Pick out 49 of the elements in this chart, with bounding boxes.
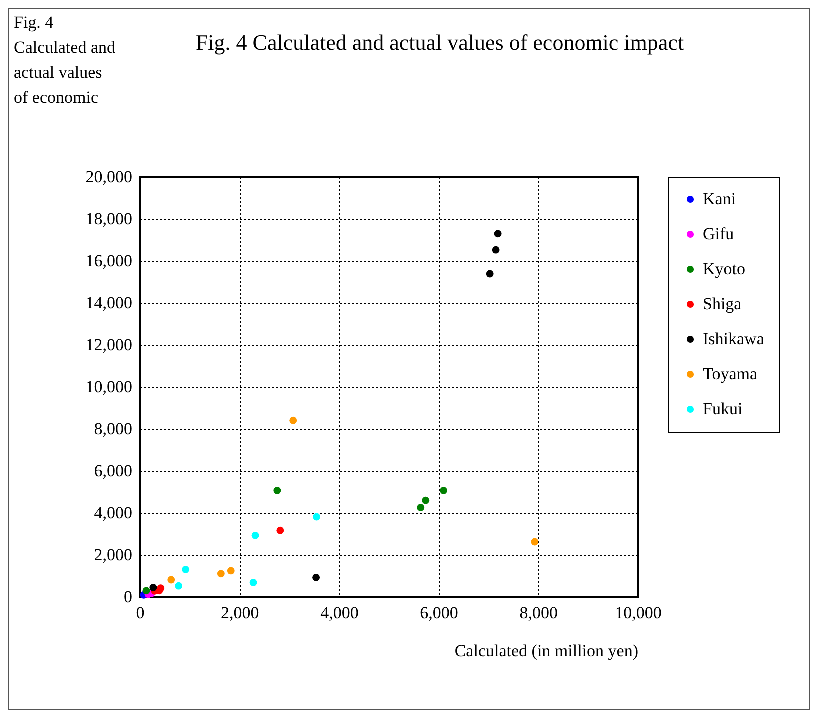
point (312, 574, 320, 582)
legend-label: Kani (703, 190, 736, 208)
legend-label: Gifu (703, 224, 735, 244)
point (440, 487, 448, 494)
point (142, 587, 150, 595)
y-tick-label: 8,000 (94, 420, 132, 438)
x-tick-label: 4,000 (320, 604, 359, 622)
point (250, 579, 258, 586)
y-tick-label: 4,000 (94, 504, 132, 522)
point (417, 504, 425, 512)
point (486, 270, 494, 278)
point (175, 582, 183, 590)
point (276, 526, 284, 534)
y-tick-label: 14,000 (86, 294, 132, 312)
x-tick-label: 10,000 (615, 604, 662, 622)
y-tick-label: 16,000 (86, 252, 132, 270)
y-tick-label: 10,000 (86, 378, 132, 396)
point (227, 567, 235, 575)
y-tick-label: 2,000 (94, 546, 132, 564)
point (290, 416, 298, 424)
point (150, 584, 158, 592)
legend-label: Ishikawa (703, 330, 765, 348)
point (274, 487, 282, 494)
x-axis-title: Calculated (in million yen) (454, 642, 638, 660)
point (157, 584, 165, 592)
y-tick-label: 0 (124, 588, 132, 606)
point (313, 513, 320, 521)
point (492, 246, 500, 254)
point (182, 566, 190, 574)
y-tick-label: 20,000 (86, 168, 132, 186)
y-tick-label: 6,000 (94, 462, 132, 480)
legend-label: Shiga (703, 294, 742, 314)
point (422, 496, 430, 504)
legend-label: Kyoto (703, 260, 746, 278)
x-tick-label: 6,000 (420, 604, 458, 622)
y-tick-label: 18,000 (86, 210, 132, 228)
x-tick-label: 0 (136, 604, 145, 622)
chart-title: Fig. 4 Calculated and actual values of economic impact (194, 29, 686, 57)
point (252, 532, 260, 540)
legend-label: Toyama (703, 364, 758, 384)
point (494, 230, 502, 238)
legend-label: Fukui (703, 400, 743, 418)
point (217, 570, 225, 578)
point (531, 538, 539, 546)
point (168, 576, 176, 584)
x-tick-label: 8,000 (520, 604, 558, 622)
y-tick-label: 12,000 (86, 336, 132, 354)
y-axis-title: Fig. 4 Calculated and actual values of economic (14, 12, 116, 109)
x-tick-label: 2,000 (220, 604, 260, 622)
